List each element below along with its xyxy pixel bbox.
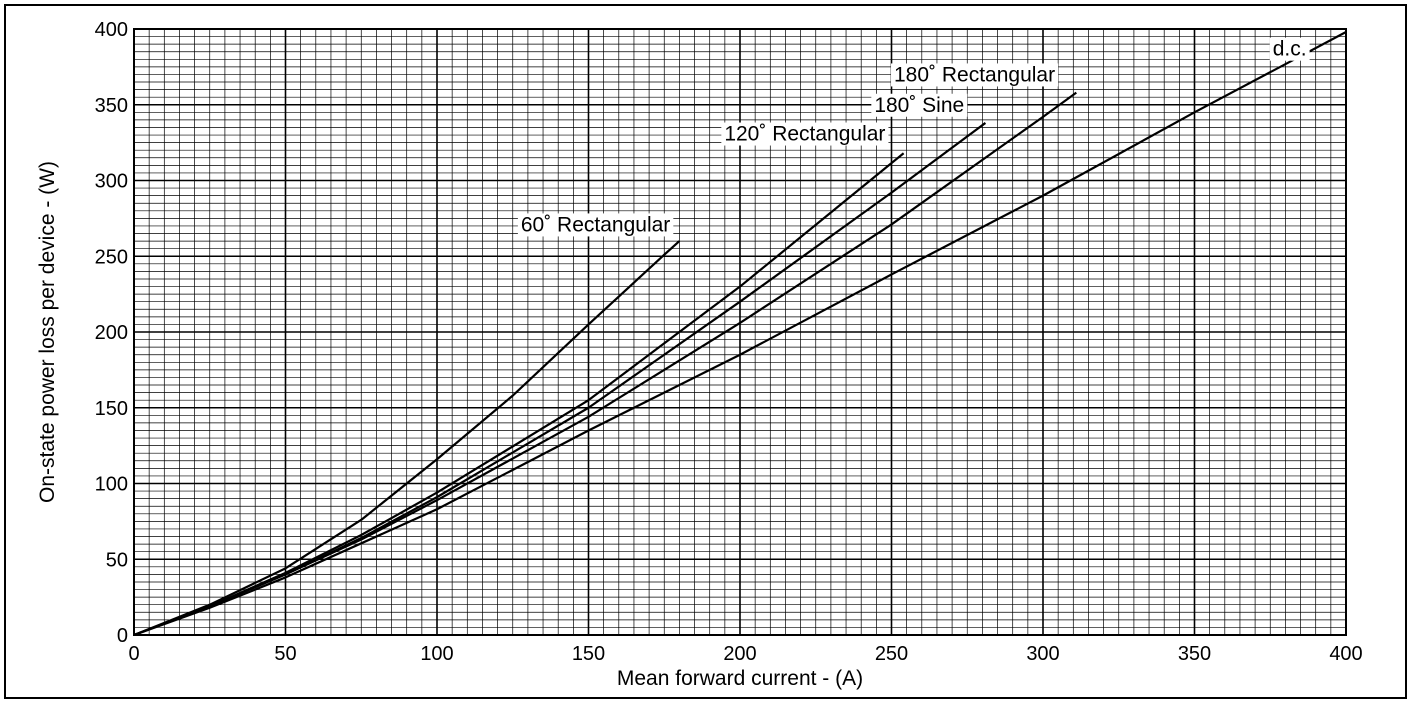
x-tick-label: 250 bbox=[875, 643, 908, 665]
curve-4 bbox=[133, 31, 1347, 637]
curve-label-bg bbox=[891, 63, 1059, 87]
x-tick-label: 200 bbox=[723, 643, 756, 665]
x-tick-label: 350 bbox=[1178, 643, 1211, 665]
y-tick-label: 400 bbox=[95, 19, 128, 41]
curves bbox=[133, 31, 1347, 637]
y-tick-label: 300 bbox=[95, 171, 128, 193]
y-tick-label: 150 bbox=[95, 398, 128, 420]
y-tick-label: 200 bbox=[95, 322, 128, 344]
curve-label-4: d.c. bbox=[1269, 37, 1310, 61]
y-tick-label: 350 bbox=[95, 95, 128, 117]
curve-label-text: 180˚ Rectangular bbox=[894, 63, 1055, 86]
curve-label-bg bbox=[871, 93, 968, 117]
y-tick-label: 100 bbox=[95, 474, 128, 496]
curve-label-text: d.c. bbox=[1273, 38, 1307, 61]
y-tick-labels: 0 50 100 150 200 250 300 350 400 bbox=[95, 19, 128, 647]
x-tick-label: 300 bbox=[1026, 643, 1059, 665]
x-tick-label: 400 bbox=[1329, 643, 1362, 665]
curve-label-bg bbox=[721, 122, 889, 146]
x-tick-label: 100 bbox=[420, 643, 453, 665]
curve-label-0: 60˚ Rectangular bbox=[517, 213, 674, 237]
curve-label-text: 180˚ Sine bbox=[874, 94, 964, 117]
curve-label-bg bbox=[1269, 37, 1310, 61]
x-tick-label: 150 bbox=[572, 643, 605, 665]
curve-3 bbox=[133, 91, 1077, 637]
plot-area-border bbox=[133, 28, 1347, 636]
curve-label-2: 180˚ Sine bbox=[871, 93, 968, 117]
x-tick-label: 0 bbox=[128, 643, 139, 665]
x-tick-labels: 0 50 100 150 200 250 300 350 400 bbox=[128, 643, 1362, 665]
y-tick-label: 50 bbox=[106, 549, 128, 571]
y-tick-label: 0 bbox=[117, 625, 128, 647]
curve-0 bbox=[133, 240, 681, 637]
x-tick-label: 50 bbox=[274, 643, 296, 665]
y-tick-label: 250 bbox=[95, 246, 128, 268]
curve-label-3: 180˚ Rectangular bbox=[891, 63, 1059, 87]
x-axis-label: Mean forward current - (A) bbox=[617, 667, 863, 690]
curve-label-text: 60˚ Rectangular bbox=[521, 213, 670, 236]
curve-label-bg bbox=[517, 213, 674, 237]
curve-label-1: 120˚ Rectangular bbox=[721, 122, 889, 146]
curve-labels: 60˚ Rectangular 120˚ Rectangular 180˚ Sine… bbox=[517, 37, 1310, 237]
curve-2 bbox=[133, 122, 987, 637]
curve-label-text: 120˚ Rectangular bbox=[724, 123, 885, 146]
y-axis-label: On-state power loss per device - (W) bbox=[36, 161, 59, 503]
